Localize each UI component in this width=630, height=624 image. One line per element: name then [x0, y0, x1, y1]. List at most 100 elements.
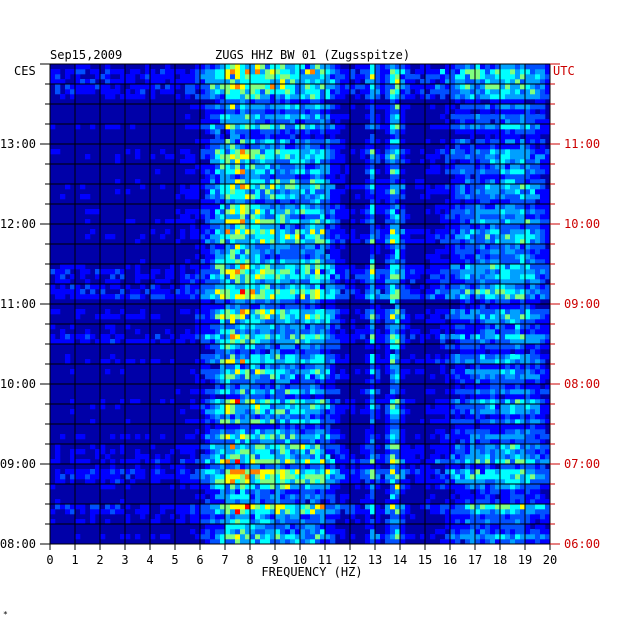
heatmap-cell: [510, 519, 516, 525]
heatmap-cell: [270, 534, 276, 540]
heatmap-cell: [510, 249, 516, 255]
heatmap-cell: [65, 354, 71, 360]
heatmap-cell: [270, 239, 276, 245]
heatmap-cell: [325, 399, 331, 405]
heatmap-cell: [285, 314, 291, 320]
heatmap-cell: [225, 469, 231, 475]
heatmap-cell: [250, 194, 256, 200]
heatmap-cell: [450, 534, 456, 540]
heatmap-cell: [220, 169, 226, 175]
heatmap-cell: [455, 454, 461, 460]
heatmap-cell: [385, 469, 391, 475]
heatmap-cell: [195, 479, 201, 485]
heatmap-cell: [395, 214, 401, 220]
heatmap-cell: [295, 459, 301, 465]
heatmap-cell: [300, 314, 306, 320]
heatmap-cell: [135, 289, 141, 295]
heatmap-cell: [445, 454, 451, 460]
heatmap-cell: [320, 344, 326, 350]
heatmap-cell: [505, 494, 511, 500]
heatmap-cell: [265, 439, 271, 445]
heatmap-cell: [335, 274, 341, 280]
heatmap-cell: [490, 209, 496, 215]
heatmap-cell: [500, 214, 506, 220]
heatmap-cell: [270, 479, 276, 485]
heatmap-cell: [510, 404, 516, 410]
heatmap-cell: [300, 389, 306, 395]
heatmap-cell: [195, 444, 201, 450]
heatmap-cell: [540, 229, 546, 235]
heatmap-cell: [255, 274, 261, 280]
heatmap-cell: [135, 239, 141, 245]
heatmap-cell: [260, 539, 266, 545]
heatmap-cell: [530, 319, 536, 325]
heatmap-cell: [190, 264, 196, 270]
heatmap-cell: [275, 534, 281, 540]
heatmap-cell: [305, 239, 311, 245]
heatmap-cell: [300, 394, 306, 400]
heatmap-cell: [235, 189, 241, 195]
heatmap-cell: [455, 329, 461, 335]
heatmap-cell: [365, 239, 371, 245]
heatmap-cell: [430, 289, 436, 295]
heatmap-cell: [450, 409, 456, 415]
heatmap-cell: [255, 329, 261, 335]
heatmap-cell: [205, 449, 211, 455]
heatmap-cell: [250, 379, 256, 385]
heatmap-cell: [215, 274, 221, 280]
heatmap-cell: [280, 409, 286, 415]
heatmap-cell: [535, 219, 541, 225]
heatmap-cell: [485, 259, 491, 265]
heatmap-cell: [380, 194, 386, 200]
heatmap-cell: [100, 449, 106, 455]
heatmap-cell: [255, 339, 261, 345]
heatmap-cell: [280, 494, 286, 500]
heatmap-cell: [280, 464, 286, 470]
heatmap-cell: [385, 359, 391, 365]
heatmap-cell: [335, 334, 341, 340]
heatmap-cell: [230, 194, 236, 200]
heatmap-cell: [440, 289, 446, 295]
heatmap-cell: [305, 339, 311, 345]
heatmap-cell: [335, 359, 341, 365]
heatmap-cell: [485, 169, 491, 175]
heatmap-cell: [170, 269, 176, 275]
heatmap-cell: [485, 284, 491, 290]
heatmap-cell: [330, 464, 336, 470]
heatmap-cell: [70, 334, 76, 340]
heatmap-cell: [400, 484, 406, 490]
heatmap-cell: [445, 204, 451, 210]
heatmap-cell: [290, 444, 296, 450]
heatmap-cell: [505, 354, 511, 360]
heatmap-cell: [270, 209, 276, 215]
heatmap-cell: [355, 479, 361, 485]
heatmap-cell: [485, 314, 491, 320]
heatmap-cell: [305, 309, 311, 315]
heatmap-cell: [250, 279, 256, 285]
heatmap-cell: [255, 349, 261, 355]
heatmap-cell: [320, 384, 326, 390]
heatmap-cell: [500, 299, 506, 305]
heatmap-cell: [495, 309, 501, 315]
heatmap-cell: [235, 179, 241, 185]
heatmap-cell: [495, 524, 501, 530]
heatmap-cell: [405, 319, 411, 325]
heatmap-cell: [480, 334, 486, 340]
heatmap-cell: [320, 474, 326, 480]
heatmap-cell: [270, 199, 276, 205]
heatmap-cell: [470, 284, 476, 290]
heatmap-cell: [445, 474, 451, 480]
heatmap-cell: [290, 354, 296, 360]
heatmap-cell: [480, 519, 486, 525]
heatmap-cell: [110, 479, 116, 485]
heatmap-cell: [395, 354, 401, 360]
heatmap-cell: [285, 269, 291, 275]
heatmap-cell: [505, 524, 511, 530]
heatmap-cell: [405, 264, 411, 270]
heatmap-cell: [390, 399, 396, 405]
heatmap-cell: [215, 529, 221, 535]
heatmap-cell: [430, 234, 436, 240]
heatmap-cell: [500, 474, 506, 480]
heatmap-cell: [485, 464, 491, 470]
heatmap-cell: [110, 449, 116, 455]
